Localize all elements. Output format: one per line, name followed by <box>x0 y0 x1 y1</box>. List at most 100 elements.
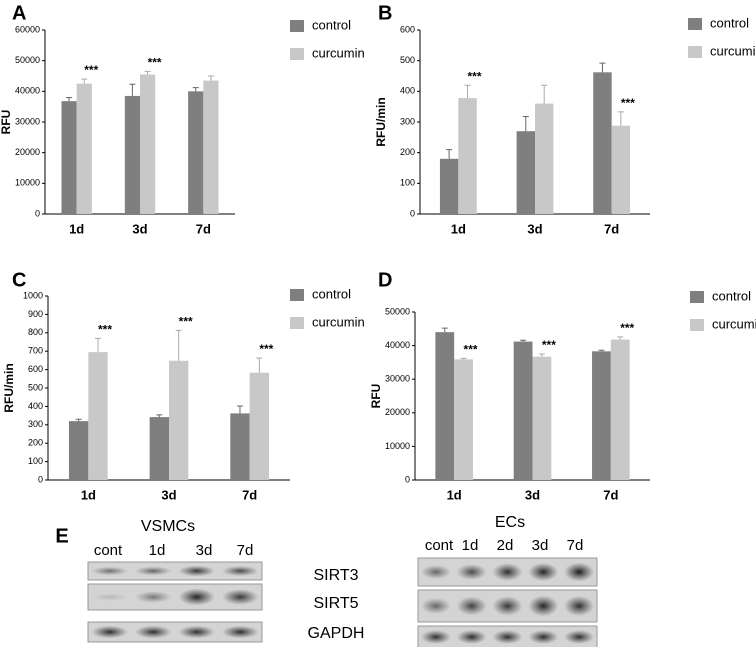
y-tick-label: 20000 <box>15 147 40 157</box>
bar <box>61 101 77 214</box>
significance: *** <box>464 343 478 357</box>
blot-band <box>420 597 451 615</box>
legend-swatch <box>290 48 304 60</box>
bar <box>249 372 270 480</box>
protein-label: GAPDH <box>308 625 365 642</box>
lane-label: 7d <box>567 537 584 554</box>
bar <box>188 91 204 214</box>
error-bar <box>144 70 151 75</box>
x-tick-label: 7d <box>242 487 257 502</box>
bar <box>532 356 552 480</box>
lane-label: 3d <box>196 542 213 559</box>
error-bar <box>175 329 182 361</box>
panel-label: C <box>12 269 26 291</box>
error-bar <box>522 115 529 132</box>
y-tick-label: 900 <box>28 309 43 319</box>
legend-label: curcumin <box>712 316 756 331</box>
error-bar <box>617 336 624 340</box>
error-bar <box>460 357 467 360</box>
bar <box>149 417 169 480</box>
y-axis-label: RFU/min <box>374 97 388 146</box>
legend-swatch <box>290 20 304 32</box>
significance: *** <box>259 342 273 356</box>
y-tick-label: 200 <box>28 438 43 448</box>
legend-label: curcumin <box>710 43 756 58</box>
x-tick-label: 1d <box>451 221 466 236</box>
error-bar <box>192 87 199 92</box>
y-tick-label: 400 <box>28 401 43 411</box>
bar <box>513 341 533 480</box>
y-tick-label: 700 <box>28 346 43 356</box>
error-bar <box>538 353 545 357</box>
blot-band <box>420 630 451 644</box>
blot-band <box>134 566 172 576</box>
significance: *** <box>148 56 162 70</box>
blot-band <box>528 630 559 644</box>
y-tick-label: 50000 <box>15 55 40 65</box>
y-tick-label: 500 <box>28 382 43 392</box>
bar <box>454 359 473 480</box>
lane-label: cont <box>94 542 123 559</box>
error-bar <box>75 418 82 422</box>
blot-band <box>221 625 259 639</box>
y-tick-label: 300 <box>400 116 415 126</box>
x-tick-label: 3d <box>161 487 176 502</box>
error-bar <box>598 349 605 352</box>
blot-band <box>221 589 259 605</box>
bar <box>68 421 89 480</box>
significance: *** <box>620 321 634 335</box>
blot-strip <box>87 621 263 643</box>
blot-band <box>178 565 216 577</box>
y-tick-label: 0 <box>38 474 43 484</box>
blot-band <box>91 566 129 576</box>
protein-label: SIRT5 <box>313 595 358 612</box>
error-bar <box>129 83 136 96</box>
y-tick-label: 100 <box>28 456 43 466</box>
error-bar <box>81 78 88 84</box>
bar <box>140 74 156 214</box>
blot-band <box>456 564 487 580</box>
blot-band <box>420 564 451 580</box>
blot-band <box>221 565 259 577</box>
error-bar <box>520 339 527 342</box>
bar <box>458 98 477 214</box>
legend-label: control <box>712 288 751 303</box>
lane-label: cont <box>425 537 454 554</box>
y-tick-label: 30000 <box>385 374 410 384</box>
y-tick-label: 500 <box>400 55 415 65</box>
blot-band <box>134 591 172 603</box>
y-tick-label: 50000 <box>385 306 410 316</box>
x-tick-label: 1d <box>69 221 84 236</box>
blot-band <box>456 630 487 644</box>
legend-label: curcumin <box>312 45 365 60</box>
bar <box>203 80 219 214</box>
panel-label: E <box>55 525 68 547</box>
error-bar <box>256 357 263 373</box>
significance: *** <box>179 315 193 329</box>
legend-swatch <box>690 291 704 303</box>
legend-label: control <box>312 17 351 32</box>
x-tick-label: 7d <box>196 221 211 236</box>
y-tick-label: 300 <box>28 419 43 429</box>
y-tick-label: 40000 <box>15 86 40 96</box>
bar <box>435 332 455 480</box>
legend-label: curcumin <box>312 314 365 329</box>
significance: *** <box>98 322 112 336</box>
error-bar <box>66 96 73 102</box>
x-tick-label: 3d <box>527 221 542 236</box>
legend-label: control <box>710 15 749 30</box>
blot-title: ECs <box>495 514 525 531</box>
blot-band <box>178 588 216 606</box>
blot-band <box>564 562 595 582</box>
blot-strip <box>87 561 263 581</box>
error-bar <box>156 414 163 418</box>
blot-band <box>456 596 487 616</box>
panel-label: D <box>378 269 392 291</box>
legend-swatch <box>688 18 702 30</box>
error-bar <box>236 405 243 414</box>
bar <box>230 413 250 480</box>
y-tick-label: 10000 <box>385 441 410 451</box>
bar <box>610 339 630 480</box>
lane-label: 1d <box>462 537 479 554</box>
legend-label: control <box>312 286 351 301</box>
